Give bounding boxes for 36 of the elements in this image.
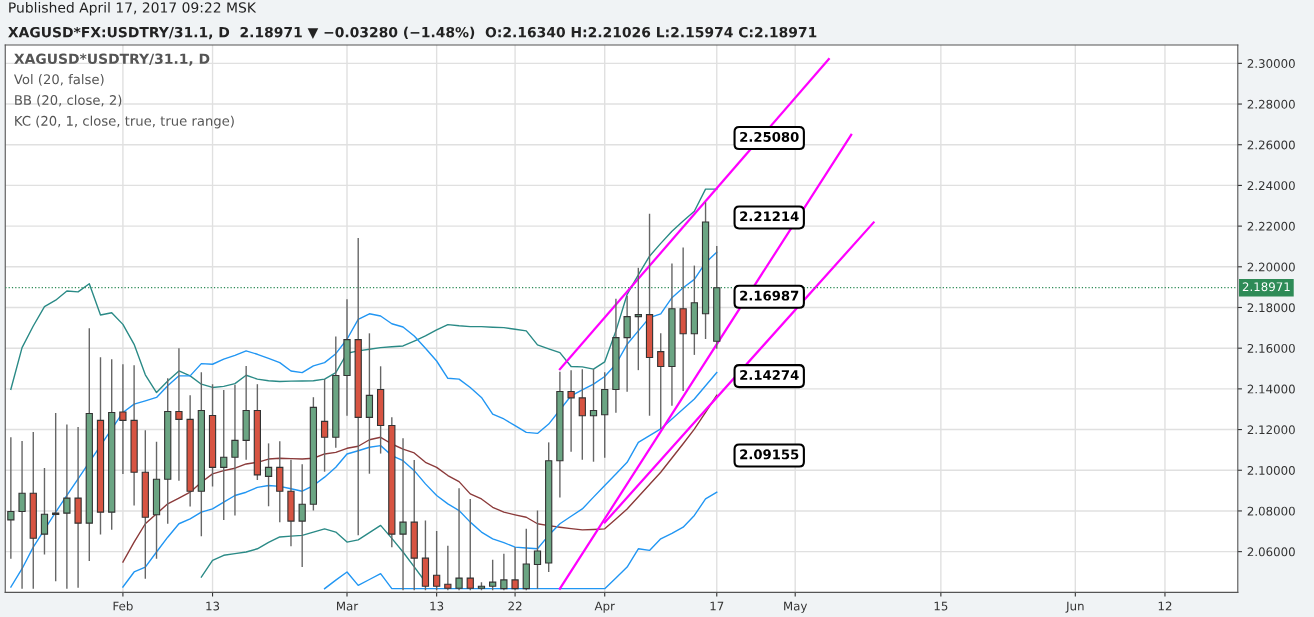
x-tick-label: 12: [1158, 601, 1172, 611]
x-tick-label: 13: [206, 601, 220, 611]
annotation: 2.25080: [740, 131, 799, 142]
y-tick-label: 2.08000: [1247, 506, 1295, 516]
y-tick-label: 2.06000: [1247, 547, 1295, 557]
x-tick-label: 13: [430, 601, 444, 611]
text: XAGUSD*USDTRY/31.1, D: [14, 53, 210, 66]
x-tick-label: 15: [934, 601, 948, 611]
y-tick-label: 2.28000: [1247, 99, 1295, 109]
y-tick-label: 2.16000: [1247, 343, 1295, 353]
x-tick-label: May: [784, 601, 808, 613]
y-tick-label: 2.12000: [1247, 425, 1295, 435]
annotation: 2.21214: [740, 211, 799, 222]
y-tick-label: 2.30000: [1247, 59, 1295, 68]
annotation: 2.14274: [740, 369, 799, 380]
annotation: 2.09155: [740, 449, 799, 460]
annotation: BB (20, close, 2): [15, 94, 122, 107]
x-tick-label: Mar: [337, 601, 359, 611]
x-tick-label: Apr: [594, 601, 615, 613]
y-tick-label: 2.20000: [1247, 262, 1295, 272]
ref-line-label: 2.18971: [1242, 282, 1290, 292]
y-tick-label: 2.24000: [1247, 181, 1295, 191]
y-tick-label: 2.14000: [1247, 384, 1295, 394]
annotation: KC (20, 1, close, true, true range): [15, 115, 234, 129]
annotation: 2.16987: [740, 290, 799, 301]
x-tick-label: 17: [710, 601, 724, 611]
y-tick-label: 2.18000: [1247, 303, 1295, 313]
annotation: Vol (20, false): [13, 74, 104, 86]
x-tick-label: Feb: [113, 601, 133, 611]
x-tick-label: Jun: [1065, 601, 1084, 613]
chart-title: XAGUSD*FX:USDTRY/31.1, D 2.18971 ▼ −0.03280 (−1.48%) O:2.16340 H:2.21026 L:2.15974 C:2.18971: [8, 26, 817, 40]
y-tick-label: 2.26000: [1247, 140, 1295, 150]
text: Published April 17, 2017 09:22 MSK: [9, 1, 257, 16]
y-tick-label: 2.22000: [1247, 221, 1295, 231]
y-tick-label: 2.10000: [1247, 465, 1295, 475]
x-tick-label: 22: [508, 601, 522, 611]
